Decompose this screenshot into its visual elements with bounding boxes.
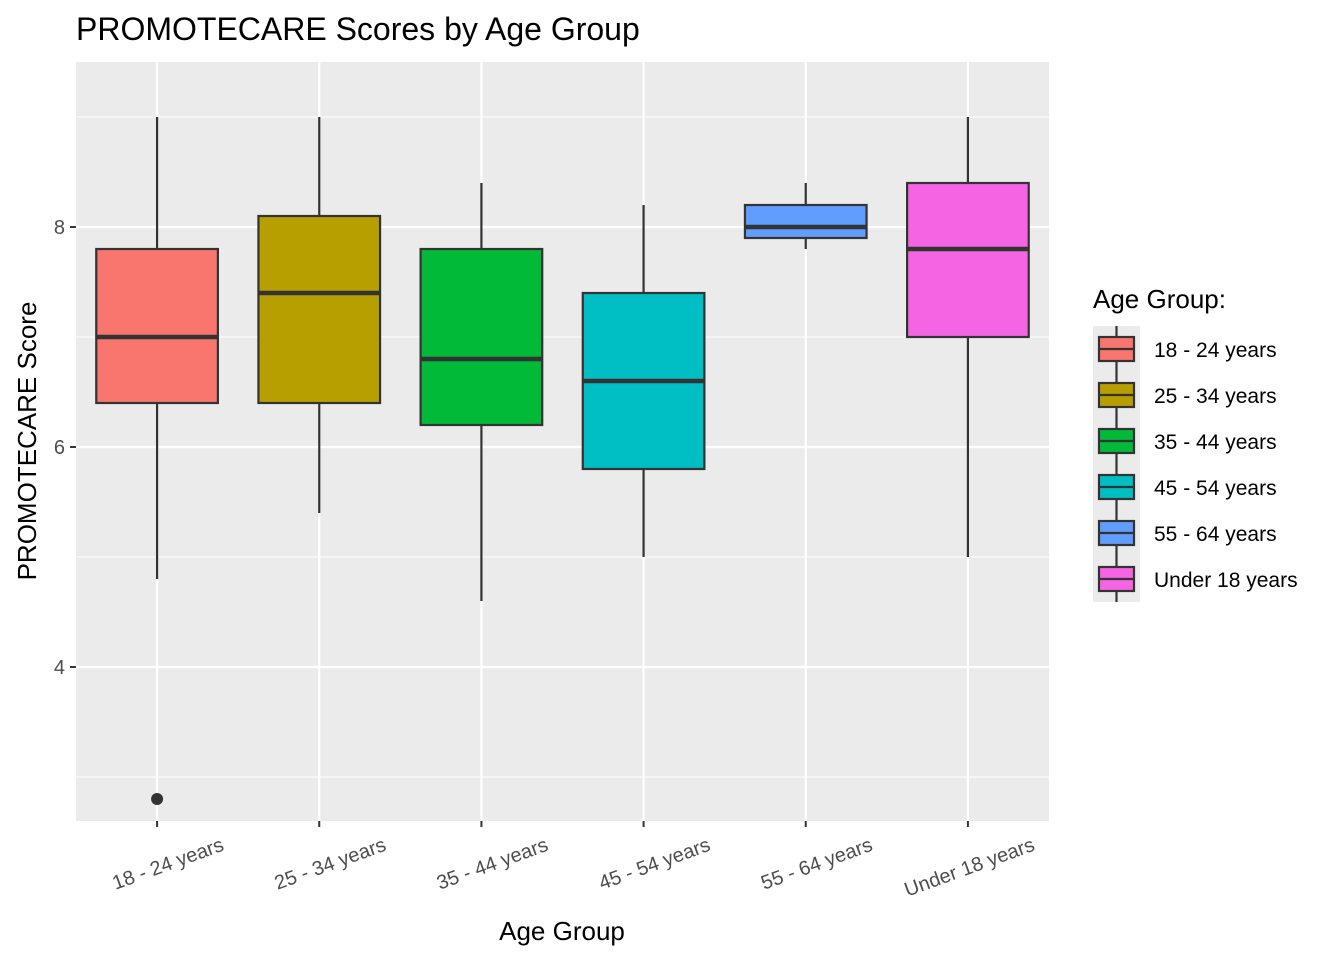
legend-label: 25 - 34 years xyxy=(1154,385,1277,408)
box-group xyxy=(257,117,382,513)
y-tick-label: 8 xyxy=(54,217,65,239)
legend: Age Group: 18 - 24 years 25 - 34 years 35 … xyxy=(1093,284,1298,602)
x-tick-label: 35 - 44 years xyxy=(434,834,551,895)
box xyxy=(419,247,544,427)
boxes-layer xyxy=(95,117,1030,805)
y-tick-label: 6 xyxy=(54,437,65,459)
legend-label: 35 - 44 years xyxy=(1154,431,1277,454)
legend-label: 18 - 24 years xyxy=(1154,339,1277,362)
legend-item: 45 - 54 years xyxy=(1097,464,1277,510)
legend-label: 55 - 64 years xyxy=(1154,523,1277,546)
y-tick-label: 4 xyxy=(54,657,65,679)
plot-panel xyxy=(76,62,1049,821)
box xyxy=(906,181,1030,339)
box-group xyxy=(906,117,1030,557)
box-group xyxy=(419,183,544,601)
box xyxy=(743,203,868,240)
legend-item: 35 - 44 years xyxy=(1097,418,1277,464)
legend-item: 18 - 24 years xyxy=(1097,326,1277,372)
box xyxy=(95,247,219,405)
legend-title: Age Group: xyxy=(1093,284,1226,314)
x-tick-label: 18 - 24 years xyxy=(110,834,227,895)
box xyxy=(257,214,382,405)
x-axis-title: Age Group xyxy=(499,916,625,946)
legend-item: Under 18 years xyxy=(1097,556,1298,602)
legend-item: 25 - 34 years xyxy=(1097,372,1277,418)
x-tick-label: Under 18 years xyxy=(902,834,1038,901)
y-axis: 4 6 8 xyxy=(54,217,76,679)
legend-label: Under 18 years xyxy=(1154,569,1298,592)
x-tick-label: 25 - 34 years xyxy=(272,834,389,895)
box-group xyxy=(581,205,706,557)
box-group xyxy=(743,183,868,249)
x-tick-label: 45 - 54 years xyxy=(596,834,713,895)
chart-title: PROMOTECARE Scores by Age Group xyxy=(76,11,640,47)
outlier-point xyxy=(151,793,164,805)
legend-item: 55 - 64 years xyxy=(1097,510,1277,556)
legend-label: 45 - 54 years xyxy=(1154,477,1277,500)
x-axis: 18 - 24 years 25 - 34 years 35 - 44 years 4… xyxy=(110,821,1038,901)
box-group xyxy=(95,117,219,805)
y-axis-title: PROMOTECARE Score xyxy=(12,302,42,581)
x-tick-label: 55 - 64 years xyxy=(758,834,875,895)
